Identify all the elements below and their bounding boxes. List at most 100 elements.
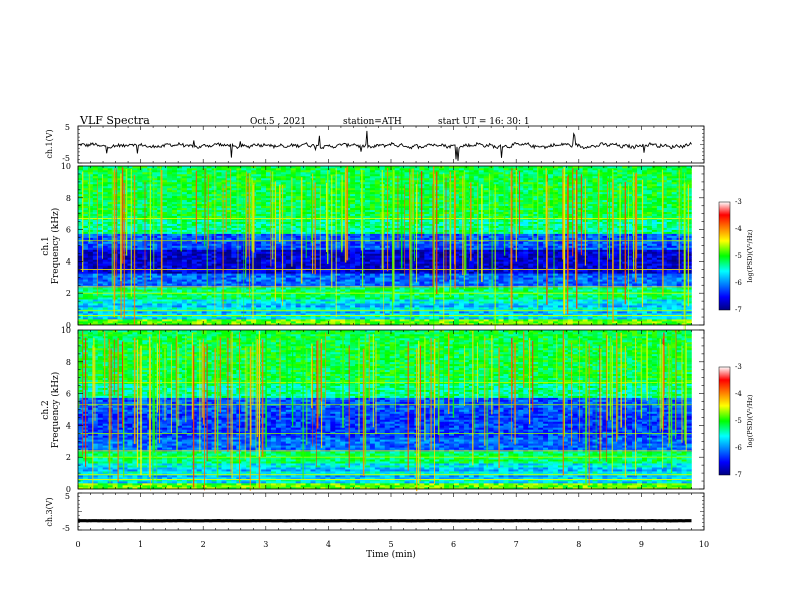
spec-cell — [251, 309, 257, 312]
spec-cell — [152, 275, 158, 278]
spec-cell — [463, 311, 470, 314]
spec-cell — [246, 275, 252, 278]
spec-cell — [429, 289, 435, 292]
spec-cell — [439, 297, 445, 300]
spec-cell — [152, 299, 158, 302]
spec-cell — [176, 257, 183, 260]
spec-cell — [528, 293, 534, 296]
spec-cell — [102, 301, 108, 304]
spec-cell — [206, 321, 212, 324]
spec-cell — [310, 275, 316, 278]
spec-cell — [191, 323, 198, 326]
spec-cell — [181, 307, 188, 310]
spec-cell — [355, 301, 361, 304]
spec-cell — [360, 317, 366, 320]
spec-cell — [686, 259, 692, 262]
spec-cell — [567, 259, 574, 262]
spec-cell — [285, 255, 292, 258]
spec-cell — [646, 293, 653, 296]
spec-cell — [266, 271, 272, 274]
spec-cell — [424, 263, 430, 266]
spec-cell — [394, 307, 400, 310]
spec-cell — [454, 265, 460, 268]
spec-cell — [330, 269, 336, 272]
spec-cell — [206, 247, 212, 250]
spec-cell — [651, 263, 658, 266]
spec-cell — [577, 273, 583, 276]
spec-cell — [582, 305, 588, 308]
spec-cell — [661, 321, 668, 324]
spec-cell — [92, 279, 99, 282]
spec-cell — [201, 303, 207, 306]
spec-cell — [206, 319, 212, 322]
spec-cell — [82, 271, 89, 274]
spec-cell — [538, 249, 544, 252]
spec-cell — [444, 313, 450, 316]
spec-cell — [186, 277, 193, 280]
spec-cell — [454, 287, 460, 290]
spec-cell — [216, 277, 222, 280]
spec-cell — [87, 261, 94, 264]
spec-cell — [137, 277, 143, 280]
spec-cell — [498, 315, 504, 318]
spec-cell — [454, 247, 460, 250]
spec-cell — [360, 303, 366, 306]
spec-cell — [642, 247, 648, 250]
spec-cell — [498, 283, 504, 286]
spec-cell — [656, 251, 663, 254]
spec-cell — [122, 285, 128, 288]
spec-cell — [671, 249, 677, 252]
spec-cell — [226, 291, 232, 294]
spec-cell — [523, 305, 529, 308]
spec-cell — [290, 317, 296, 320]
spec-cell — [82, 321, 89, 324]
spec-cell — [350, 271, 356, 274]
spec-cell — [167, 313, 173, 316]
spec-cell — [488, 303, 494, 306]
spec-cell — [340, 293, 346, 296]
spec-cell — [137, 297, 143, 300]
spec-cell — [429, 249, 435, 252]
spec-cell — [206, 257, 212, 260]
spec-cell — [246, 273, 252, 276]
spec-cell — [607, 257, 613, 260]
spec-cell — [107, 283, 113, 286]
spec-cell — [122, 295, 128, 298]
spec-cell — [206, 245, 212, 248]
spec-cell — [211, 287, 217, 290]
spec-cell — [152, 265, 158, 268]
spec-cell — [483, 273, 489, 276]
spec-cell — [280, 265, 287, 268]
spec-cell — [315, 313, 321, 316]
spec-cell — [97, 313, 104, 316]
spec-cell — [483, 287, 489, 290]
spec-cell — [211, 249, 217, 252]
spec-cell — [567, 319, 574, 322]
spec-cell — [236, 301, 242, 304]
spec-cell — [533, 297, 539, 300]
spec-cell — [226, 263, 232, 266]
spec-cell — [364, 281, 371, 284]
spec-cell — [92, 323, 99, 326]
spec-cell — [102, 291, 108, 294]
spec-cell — [607, 279, 613, 282]
spec-cell — [508, 323, 514, 326]
spec-cell — [651, 275, 658, 278]
spec-cell — [503, 289, 509, 292]
spec-cell — [191, 297, 198, 300]
spec-cell — [617, 281, 623, 284]
spec-cell — [186, 251, 193, 254]
spec-cell — [478, 321, 484, 324]
spec-cell — [162, 255, 168, 258]
spec-cell — [483, 267, 489, 270]
spec-cell — [577, 303, 583, 306]
spec-cell — [369, 285, 376, 288]
spec-cell — [305, 273, 311, 276]
spec-cell — [444, 285, 450, 288]
spec-cell — [122, 297, 128, 300]
spec-cell — [533, 265, 539, 268]
spec-cell — [592, 323, 598, 326]
spec-cell — [468, 277, 475, 280]
spec-cell — [473, 291, 480, 294]
spec-cell — [152, 261, 158, 264]
